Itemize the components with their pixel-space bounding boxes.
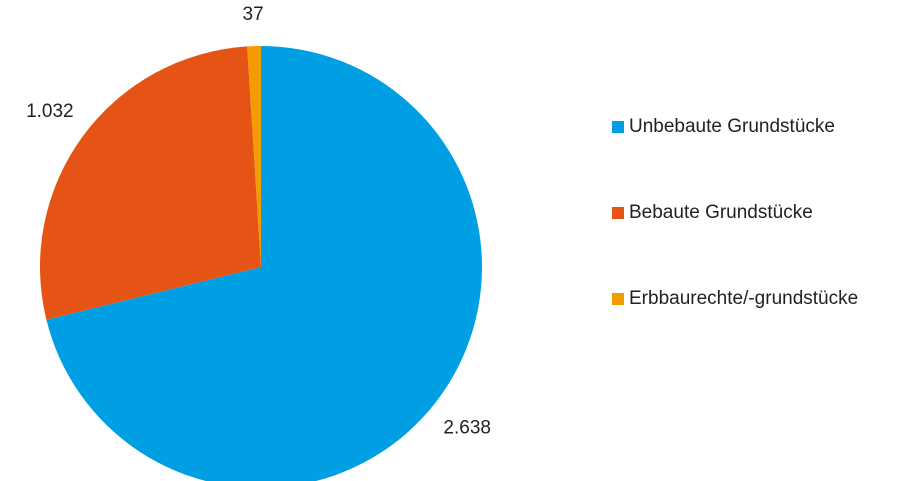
pie-slice (40, 46, 261, 320)
pie-slice (247, 46, 261, 267)
data-label: 1.032 (26, 101, 74, 122)
legend-swatch (612, 207, 624, 219)
legend-swatch (612, 293, 624, 305)
legend-swatch (612, 121, 624, 133)
legend-label: Bebaute Grundstücke (629, 202, 813, 223)
pie-slice (46, 46, 482, 481)
data-label: 37 (243, 4, 264, 25)
data-label: 2.638 (443, 418, 491, 439)
legend-label: Unbebaute Grundstücke (629, 116, 835, 137)
legend-label: Erbbaurechte/-grundstücke (629, 288, 858, 309)
